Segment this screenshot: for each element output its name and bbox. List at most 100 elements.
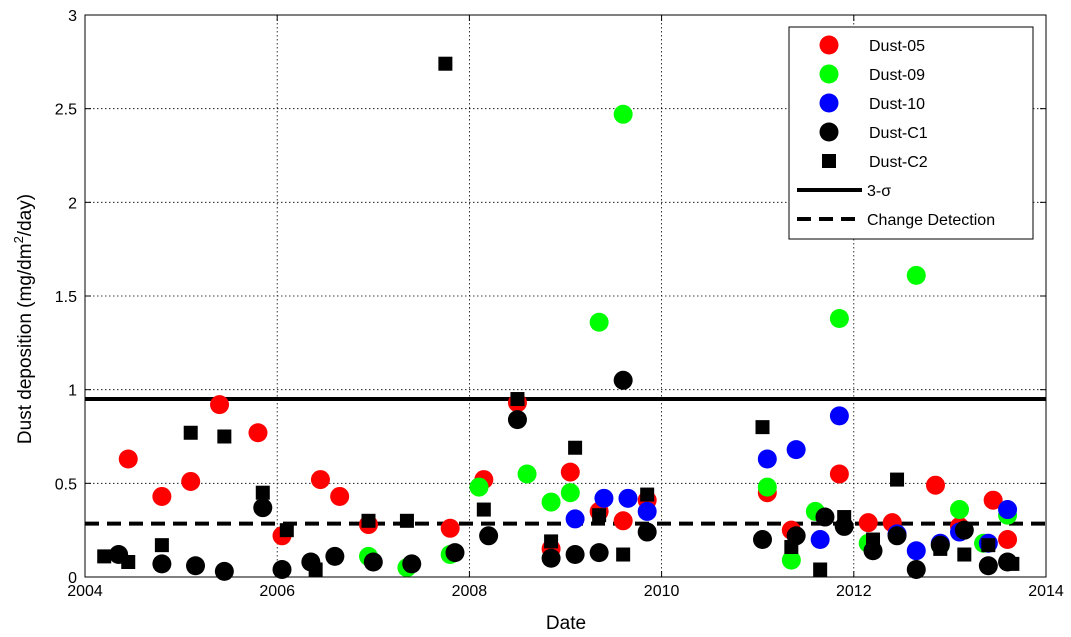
data-point	[998, 530, 1018, 550]
data-point	[568, 440, 583, 455]
data-point	[786, 440, 806, 460]
data-point	[757, 477, 777, 497]
y-axis-label: Dust deposition (mg/dm2/day)	[11, 194, 36, 444]
x-tick-label: 2014	[1028, 583, 1064, 600]
data-point	[121, 555, 136, 570]
series-dust-c2	[97, 56, 1020, 577]
data-point	[906, 541, 926, 561]
legend-marker	[819, 35, 839, 55]
legend-marker	[822, 154, 836, 168]
data-point	[594, 488, 614, 508]
grid-lines	[85, 15, 1046, 577]
data-point	[154, 538, 169, 553]
data-point	[565, 509, 585, 529]
data-point	[361, 513, 376, 528]
data-point	[858, 513, 878, 533]
data-point	[815, 507, 835, 527]
data-point	[476, 502, 491, 517]
y-axis-label-end: /day)	[15, 194, 36, 236]
x-tick-label: 2010	[644, 583, 680, 600]
data-point	[469, 477, 489, 497]
data-point	[248, 423, 268, 443]
data-point	[210, 395, 230, 415]
axis-ticks	[84, 14, 1047, 578]
data-point	[517, 464, 537, 484]
data-point	[560, 483, 580, 503]
data-point	[906, 560, 926, 580]
data-point	[983, 490, 1003, 510]
data-point	[957, 547, 972, 562]
legend-label: Dust-C2	[869, 154, 928, 171]
data-point	[757, 449, 777, 469]
data-point	[589, 312, 609, 332]
data-point	[214, 561, 234, 581]
data-point	[279, 523, 294, 538]
data-point	[906, 265, 926, 285]
data-point	[186, 556, 206, 576]
data-point	[755, 420, 770, 435]
data-point	[541, 492, 561, 512]
data-point	[565, 545, 585, 565]
data-point	[479, 526, 499, 546]
data-point	[97, 549, 112, 564]
legend-label: Dust-09	[869, 67, 925, 84]
legend-marker	[819, 64, 839, 84]
data-point	[310, 470, 330, 490]
legend-label: Dust-10	[869, 96, 925, 113]
y-tick-label: 0.5	[55, 476, 77, 493]
data-point	[933, 541, 948, 556]
y-tick-label: 2	[68, 195, 77, 212]
data-point	[544, 534, 559, 549]
data-point	[613, 104, 633, 124]
data-point	[813, 562, 828, 577]
data-point	[272, 560, 292, 580]
data-point	[784, 540, 799, 555]
legend-marker	[819, 93, 839, 113]
legend: Dust-05 Dust-09 Dust-10 Dust-C1 Dust-C2 3-σ Ch…	[788, 26, 1034, 240]
y-tick-label: 1	[68, 383, 77, 400]
y-axis-label-main: Dust deposition (mg/dm	[15, 243, 36, 444]
data-point	[837, 510, 852, 525]
data-point	[887, 526, 907, 546]
data-point	[445, 543, 465, 563]
data-point	[829, 406, 849, 426]
data-point	[152, 554, 172, 574]
data-point	[152, 486, 172, 506]
data-point	[925, 475, 945, 495]
legend-marker	[819, 122, 839, 142]
data-point	[438, 56, 453, 71]
data-point	[510, 392, 525, 407]
data-point	[998, 500, 1018, 520]
data-point	[440, 518, 460, 538]
data-point	[560, 462, 580, 482]
data-point	[810, 530, 830, 550]
data-point	[402, 554, 422, 574]
x-axis-label: Date	[546, 613, 586, 634]
data-points	[97, 56, 1020, 581]
legend-label: 3-σ	[867, 183, 891, 200]
y-tick-label: 0	[68, 570, 77, 587]
x-tick-label: 2012	[836, 583, 872, 600]
data-point	[592, 508, 607, 523]
y-tick-label: 2.5	[55, 102, 77, 119]
data-point	[253, 498, 273, 518]
tick-labels: 2004 2006 2008 2010 2012 2014 0 0.5 1 1.5 2 2.5 3	[55, 8, 1064, 600]
data-point	[118, 449, 138, 469]
series-dust-05	[118, 393, 1018, 559]
y-axis-label-superscript: 2	[11, 236, 26, 243]
data-point	[308, 562, 323, 577]
data-point	[753, 530, 773, 550]
x-tick-label: 2004	[67, 583, 103, 600]
data-point	[507, 410, 527, 430]
data-point	[781, 550, 801, 570]
data-point	[616, 547, 631, 562]
data-point	[954, 520, 974, 540]
data-point	[618, 488, 638, 508]
data-point	[640, 487, 655, 502]
data-point	[613, 370, 633, 390]
data-point	[613, 511, 633, 531]
data-point	[399, 513, 414, 528]
data-point	[183, 425, 198, 440]
data-point	[829, 464, 849, 484]
